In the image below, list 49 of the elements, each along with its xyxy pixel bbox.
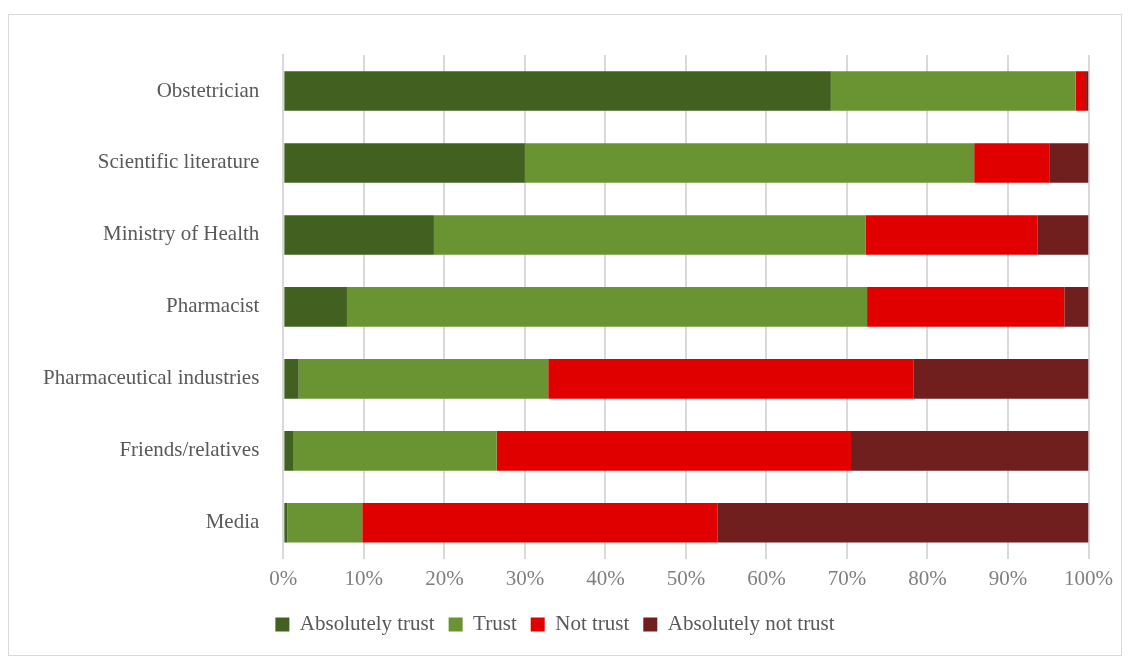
y-tick-label: Obstetrician [156,77,260,102]
x-tick-label: 100% [1064,565,1113,590]
legend-label: Not trust [555,611,630,636]
bar [830,71,1076,111]
legend-label: Absolutely trust [299,611,435,636]
x-tick-label: 0% [269,565,298,590]
bar [293,431,497,471]
bar [867,287,1065,327]
bar [362,503,718,543]
bar [298,359,549,399]
bar [284,143,525,183]
bar [717,503,1089,543]
bar [1037,215,1089,255]
bar [913,359,1089,399]
bar [346,287,868,327]
y-tick-label: Media [205,509,261,534]
y-tick-label: Friends/relatives [119,437,260,462]
bar [1075,71,1087,111]
bar [433,215,866,255]
bar [1049,143,1089,183]
bar [287,503,363,543]
x-tick-label: 10% [344,565,384,590]
legend-label: Trust [473,611,517,636]
bar [284,359,299,399]
bar [284,71,831,111]
x-tick-label: 90% [988,565,1028,590]
bar [496,431,851,471]
x-tick-label: 40% [586,565,625,590]
x-tick-label: 70% [827,565,867,590]
bar [284,503,288,543]
x-tick-label: 60% [747,565,786,590]
legend-label: Absolutely not trust [667,611,835,636]
x-tick-label: 30% [505,565,545,590]
bar [974,143,1050,183]
x-tick-label: 80% [908,565,947,590]
bar [1064,287,1089,327]
bar [850,431,1089,471]
bar [284,287,347,327]
bar [524,143,975,183]
y-tick-label: Pharmaceutical industries [42,365,260,390]
y-tick-label: Ministry of Health [103,221,260,246]
x-tick-label: 50% [666,565,706,590]
y-tick-label: Pharmacist [166,293,260,318]
bar [865,215,1038,255]
bar [284,431,294,471]
bar [284,215,434,255]
x-tick-label: 20% [425,565,464,590]
y-tick-label: Scientific literature [97,149,260,174]
bar [548,359,914,399]
